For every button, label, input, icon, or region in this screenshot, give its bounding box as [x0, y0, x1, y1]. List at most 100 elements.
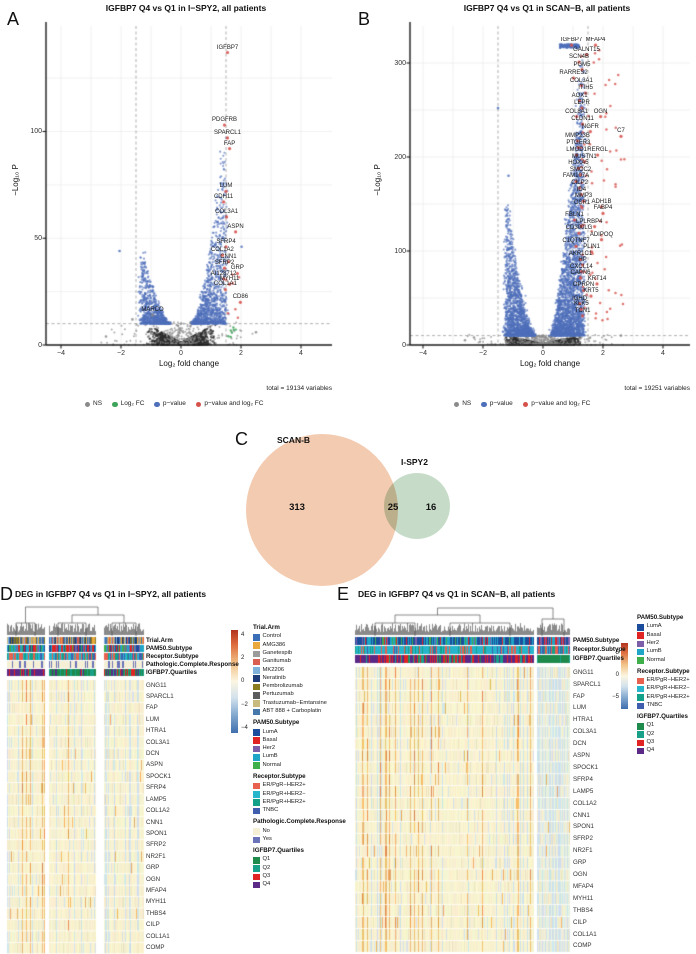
legend-item: Trastuzumab−Emtansine — [253, 700, 348, 707]
gene-label-OGN: OGN — [593, 108, 608, 115]
gene-label-RERGL: RERGL — [587, 147, 608, 154]
colorbar-tick-label: 0 — [615, 672, 619, 678]
legend-item-label: Q3 — [646, 739, 655, 746]
volcano-b-total-note: total = 19251 variables — [624, 385, 690, 392]
legend-item-label: Her2 — [646, 639, 660, 646]
colorbar-tick-label: 0 — [241, 678, 245, 685]
legend-group: Pathologic.Complete.Response No Yes — [253, 818, 348, 844]
legend-swatch — [637, 624, 644, 631]
legend-item: Her2 — [637, 639, 695, 648]
legend-dot-icon — [112, 401, 118, 407]
legend-group-title: Receptor.Subtype — [253, 772, 306, 780]
legend-group-title: IGFBP7.Quartiles — [253, 847, 304, 855]
heatmap-gene-label: HTRA1 — [146, 727, 167, 735]
legend-dot-icon — [84, 401, 91, 407]
heatmap-gene-label: NR2F1 — [573, 847, 593, 855]
gene-label-CAPN6: CAPN6 — [570, 270, 591, 277]
legend-item-label: Q1 — [262, 856, 271, 863]
annotation-row-label: IGFBP7.Quartiles — [146, 668, 197, 676]
annotation-row-label: PAM50.Subtype — [146, 644, 193, 652]
legend-dot-icon — [154, 401, 160, 407]
gene-label-SPARCL1: SPARCL1 — [214, 129, 241, 136]
legend-item: Ganitumab — [253, 658, 348, 666]
heatmap-gene-label: SPON1 — [573, 823, 594, 831]
gene-label-PGM5: PGM5 — [573, 61, 591, 68]
heatmap-gene-label: SFRP4 — [573, 775, 593, 783]
legend-item: Q2 — [637, 731, 695, 738]
gene-label-CDH11: CDH11 — [213, 193, 234, 200]
legend-group-title: IGFBP7.Quartiles — [637, 713, 688, 721]
gene-label-COL3A1: COL3A1 — [569, 77, 593, 84]
legend-item: Control — [253, 634, 348, 641]
legend-item-label: Control — [262, 633, 282, 640]
legend-swatch — [253, 754, 260, 761]
gene-label-LMOD1: LMOD1 — [566, 147, 587, 154]
heatmap-gene-label: MYH11 — [146, 898, 167, 906]
gene-label-SCN4B: SCN4B — [568, 54, 590, 61]
heatmap-gene-label: GNG11 — [573, 668, 594, 676]
panel-b-volcano-scanb: B IGFBP7 Q4 vs Q1 in SCAN−B, all patient… — [348, 0, 696, 420]
heatmap-d-canvas — [0, 585, 348, 954]
legend-item-label: Pertuzumab — [262, 691, 294, 698]
gene-label-MMP23B: MMP23B — [565, 133, 590, 140]
heatmap-gene-label: MFAP4 — [146, 887, 167, 895]
legend-swatch — [637, 648, 644, 656]
gene-label-GRP: GRP — [230, 265, 244, 272]
legend-group-title: PAM50.Subtype — [637, 614, 684, 621]
legend-item: p−value and log₂ FC — [195, 400, 263, 408]
y-axis-tick-label: 300 — [394, 59, 406, 67]
heatmap-e-title: DEG in IGFBP7 Q4 vs Q1 in SCAN−B, all pa… — [358, 589, 556, 599]
legend-item-label: ABT 888 + Carboplatin — [262, 708, 322, 715]
legend-item: p−value — [154, 400, 186, 408]
legend-swatch — [253, 836, 260, 844]
heatmap-gene-label: THBS4 — [146, 909, 166, 917]
legend-item-label: Ganitumab — [262, 658, 291, 665]
gene-label-FAP: FAP — [223, 140, 236, 147]
volcano-b-y-axis-label: −Log₁₀ P — [373, 164, 382, 196]
legend-item: LumA — [253, 729, 348, 736]
heatmap-gene-label: LAMP5 — [573, 787, 594, 795]
legend-item: p−value — [481, 400, 513, 408]
colorbar-tick-label: −5 — [612, 694, 619, 700]
legend-swatch — [637, 677, 644, 685]
x-axis-tick-label: −2 — [117, 350, 125, 357]
legend-swatch — [253, 729, 260, 736]
legend-item-label: Q1 — [646, 722, 655, 729]
heatmap-gene-label: COL1A1 — [146, 932, 170, 940]
legend-label: p−value and log₂ FC — [531, 400, 591, 407]
gene-label-PDGFRB: PDGFRB — [211, 117, 238, 124]
legend-swatch — [637, 702, 644, 710]
legend-item-label: ER/PgR+HER2+ — [262, 798, 306, 805]
heatmap-gene-label: OGN — [573, 871, 588, 879]
legend-item: Q3 — [637, 739, 695, 747]
colorbar-tick-label: −2 — [241, 701, 248, 708]
gene-label-SFRP2: SFRP2 — [214, 260, 235, 267]
heatmap-gene-label: CNN1 — [573, 811, 590, 819]
gene-label-CILP2: CILP2 — [571, 180, 588, 187]
legend-item: Basal — [637, 632, 695, 639]
heatmap-gene-label: ASPN — [146, 761, 163, 769]
legend-swatch — [253, 692, 260, 699]
gene-label-NGFR: NGFR — [581, 123, 599, 130]
gene-label-COL3A1: COL3A1 — [215, 208, 239, 215]
heatmap-e-colorbar — [621, 643, 628, 709]
volcano-b-legend: NS p−value p−value and log₂ FC — [348, 400, 696, 408]
legend-item-label: Basal — [262, 736, 278, 743]
legend-item: No — [253, 828, 348, 835]
legend-swatch — [253, 745, 260, 753]
gene-label-LUM: LUM — [219, 183, 233, 190]
legend-swatch — [253, 857, 260, 864]
annotation-row-label: PAM50.Subtype — [573, 637, 620, 644]
legend-item: Ganetespib — [253, 650, 348, 658]
gene-label-RBP4: RBP4 — [586, 218, 603, 225]
x-axis-tick-label: −4 — [419, 350, 427, 357]
heatmap-gene-label: CILP — [146, 921, 160, 929]
gene-label-OPRPN: OPRPN — [572, 282, 595, 289]
legend-item: p−value and log₂ FC — [522, 400, 591, 408]
volcano-b-x-axis-label: Log₂ fold change — [519, 359, 581, 368]
gene-label-AKR1C1: AKR1C1 — [568, 251, 593, 258]
legend-item: LumB — [253, 754, 348, 761]
legend-item-label: Neratinib — [262, 674, 286, 681]
gene-label-ADIPOQ: ADIPOQ — [589, 231, 614, 238]
